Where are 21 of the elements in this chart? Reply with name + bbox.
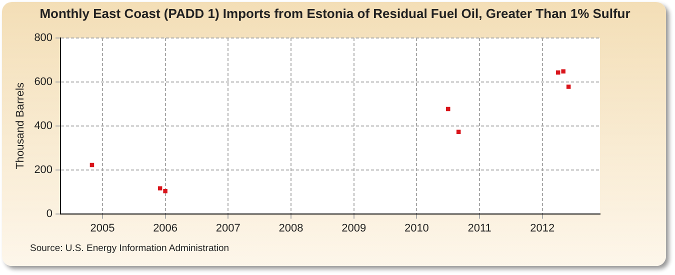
point	[163, 189, 168, 194]
point	[456, 130, 461, 134]
y-tick-label: 800	[34, 32, 53, 44]
x-tick-label: 2011	[468, 222, 492, 234]
chart-title: Monthly East Coast (PADD 1) Imports from Estonia of Residual Fuel Oil, Greater Than 1% Sulfur	[38, 6, 632, 21]
x-tick-label: 2010	[404, 222, 429, 234]
point	[158, 186, 162, 190]
x-tick-label: 2008	[278, 222, 304, 234]
y-tick-label: 200	[34, 164, 53, 176]
point	[566, 84, 571, 89]
y-tick-label: 0	[46, 208, 53, 220]
source-note: Source: U.S. Energy Information Administration	[30, 243, 230, 254]
point	[561, 69, 566, 74]
x-tick-label: 2009	[342, 222, 366, 234]
y-axis-title: Thousand Barrels	[14, 82, 27, 170]
y-tick-label: 400	[34, 120, 53, 132]
x-tick-label: 2005	[90, 222, 115, 234]
x-tick-label: 2006	[153, 222, 178, 234]
y-tick-label: 600	[34, 76, 53, 88]
x-tick-label: 2007	[216, 222, 240, 234]
x-tick-label: 2012	[530, 222, 555, 234]
